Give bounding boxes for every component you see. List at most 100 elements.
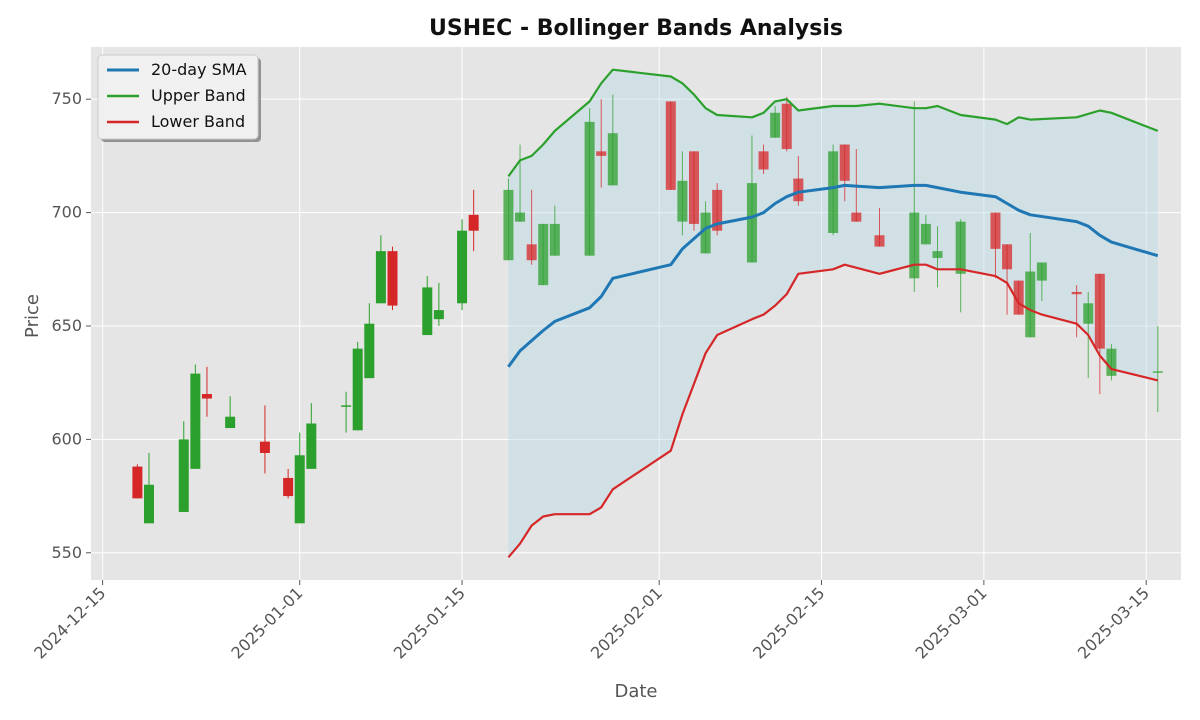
candle-body [283,477,294,497]
candle [758,144,769,175]
candle [503,178,514,261]
candle [387,246,398,311]
candle-body [688,151,699,224]
candle-body [341,405,352,407]
y-tick-label: 550 [51,543,82,562]
candle [746,135,757,263]
candle-body [294,455,305,524]
candle-body [770,112,781,138]
candle-body [746,183,757,263]
candle [1025,232,1036,338]
candle [607,94,618,186]
lower-band-line [507,263,1159,559]
candle [468,189,479,252]
candle-body [1152,371,1163,373]
candle [549,205,560,256]
candle [375,235,386,304]
candle [178,421,189,512]
candle [225,396,236,429]
legend-box [97,54,259,140]
candle [526,189,537,265]
candle-body [781,103,792,150]
upper-band-line [507,68,1159,177]
candle-body [503,189,514,261]
candle-body [538,223,549,286]
candle [596,99,607,188]
candle-body [1013,280,1024,315]
candle [1152,325,1163,413]
candle-body [874,235,885,247]
candle-body [596,151,607,156]
candle [828,144,839,236]
candle-body [828,151,839,233]
plot-area [91,47,1181,580]
candle [1094,273,1105,395]
candle [1106,344,1117,381]
y-tick-label: 750 [51,89,82,108]
candle-body [665,101,676,190]
candle [132,464,143,499]
candle [665,101,676,190]
candle [793,155,804,206]
candle [584,108,595,256]
candle-body [190,373,201,469]
sma-line [507,183,1159,368]
y-axis-label: Price [22,294,43,338]
candle-body [839,144,850,181]
candle-body [1083,303,1094,324]
candle [352,341,363,431]
y-tick-label: 650 [51,316,82,335]
y-tick-label: 700 [51,203,82,222]
candle-body [515,212,526,222]
candle-body [375,251,386,304]
candle [990,212,1001,279]
candle-body [990,212,1001,249]
candle-body [851,212,862,222]
candle [1071,285,1082,338]
candle [190,364,201,469]
candle [932,226,943,288]
candle-body [932,251,943,258]
candle [341,391,352,433]
candle-body [909,212,920,279]
candle-body [793,178,804,202]
candle-body [422,287,433,336]
candle-body [955,221,966,274]
candle [955,219,966,313]
legend-lower-label: Lower Band [151,112,245,131]
candle-body [352,348,363,431]
legend-upper-label: Upper Band [151,86,246,105]
legend: 20-day SMA Upper Band Lower Band [97,54,261,142]
candle-body [259,441,270,453]
candle [688,151,699,231]
candle-body [1106,348,1117,376]
candle-body [178,439,189,512]
bollinger-band-area [508,69,1158,558]
candle [874,208,885,247]
candle [306,403,317,469]
band-lines [507,68,1159,559]
candle [839,144,850,202]
candle [909,101,920,292]
candle [294,432,305,524]
chart-title: USHEC - Bollinger Bands Analysis [429,16,843,41]
y-tick-label: 600 [51,429,82,448]
candlesticks [132,94,1163,524]
candle [781,96,792,152]
candle-body [225,416,236,429]
legend-sma-label: 20-day SMA [151,60,247,79]
candle [201,366,212,417]
candle-body [549,223,560,256]
candle [1013,280,1024,315]
candle-body [700,212,711,254]
x-axis-label: Date [614,681,657,702]
candle-body [758,151,769,170]
candle-body [677,180,688,222]
candle-body [526,244,537,261]
candle [1002,244,1013,315]
band-fill [508,69,1158,558]
candle [920,214,931,245]
candle [283,468,294,499]
candle-body [468,214,479,231]
